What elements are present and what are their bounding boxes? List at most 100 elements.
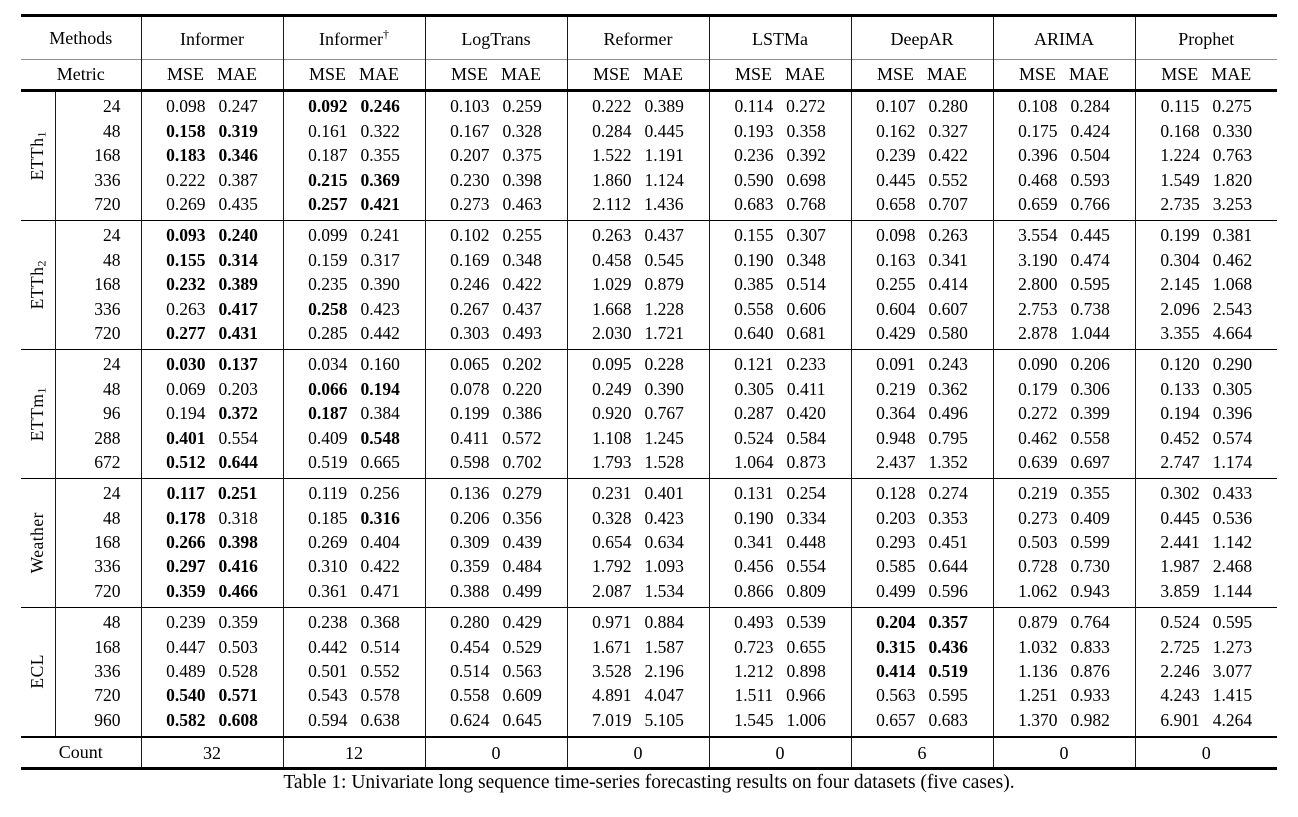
- metric-values: 0.598 0.702: [426, 453, 567, 472]
- mae-value: 0.572: [502, 427, 542, 448]
- metric-pair-header: MSE MAE: [424, 59, 567, 91]
- mae-value: 0.243: [928, 354, 968, 375]
- metric-values: 0.287 0.420: [710, 405, 851, 423]
- result-cell: 0.263 0.437: [566, 220, 709, 249]
- mae-value: 0.396: [1212, 403, 1253, 424]
- result-cell: 0.524 0.584: [708, 426, 851, 451]
- horizon-label: 24: [103, 225, 121, 246]
- mse-value: 0.361: [308, 580, 348, 601]
- mae-value: 0.474: [1070, 249, 1110, 270]
- result-cell: 0.315 0.436: [850, 635, 993, 660]
- mae-value: 0.595: [928, 685, 968, 706]
- mse-value: 0.585: [876, 556, 916, 577]
- mse-value: 0.114: [734, 96, 774, 117]
- mae-value: 0.698: [786, 169, 826, 190]
- metric-values: 0.524 0.584: [710, 429, 851, 448]
- mse-value: 0.269: [308, 532, 348, 553]
- metric-pair: MSE MAE: [852, 64, 993, 85]
- metric-values: 0.162 0.327: [852, 122, 993, 141]
- mse-value: 0.119: [308, 483, 348, 504]
- mse-header: MSE: [450, 64, 488, 84]
- mse-value: 0.103: [450, 96, 490, 117]
- mae-value: 0.644: [928, 556, 968, 577]
- metric-values: 0.302 0.433: [1136, 485, 1278, 503]
- metric-values: 0.462 0.558: [994, 429, 1135, 448]
- mae-value: 0.595: [1212, 612, 1253, 633]
- mse-value: 2.800: [1018, 274, 1058, 295]
- result-cell: 0.190 0.348: [708, 248, 851, 273]
- result-cell: 0.103 0.259: [424, 90, 567, 120]
- mae-value: 0.595: [1070, 274, 1110, 295]
- result-cell: 0.359 0.466: [140, 579, 283, 608]
- metric-values: 0.558 0.606: [710, 300, 851, 319]
- metric-values: 2.437 1.352: [852, 451, 993, 472]
- result-cell: 0.341 0.448: [708, 530, 851, 556]
- count-value: 12: [282, 736, 425, 769]
- metric-values: 2.030 1.721: [568, 324, 709, 343]
- result-cell: 0.121 0.233: [708, 349, 851, 378]
- dataset-label: ETTh2: [21, 220, 56, 350]
- horizon-label: 336: [94, 556, 121, 577]
- metric-values: 0.117 0.251: [142, 485, 283, 503]
- mse-value: 0.468: [1018, 169, 1058, 190]
- metric-values: 1.224 0.763: [1136, 147, 1278, 165]
- result-cell: 0.302 0.433: [1134, 478, 1278, 507]
- mse-value: 1.792: [592, 556, 632, 577]
- metric-values: 0.280 0.429: [426, 614, 567, 632]
- mse-value: 0.273: [450, 194, 490, 214]
- metric-values: 0.514 0.563: [426, 663, 567, 681]
- mae-value: 0.873: [786, 451, 826, 472]
- mse-value: 2.735: [1160, 194, 1200, 214]
- count-value: 0: [566, 736, 709, 769]
- result-cell: 0.235 0.390: [282, 272, 425, 298]
- mae-value: 0.665: [360, 451, 400, 472]
- result-cell: 0.065 0.202: [424, 349, 567, 378]
- result-cell: 0.091 0.243: [850, 349, 993, 378]
- metric-values: 0.458 0.545: [568, 251, 709, 270]
- mae-value: 0.768: [786, 194, 826, 214]
- mse-value: 1.064: [734, 451, 774, 472]
- mse-value: 1.522: [592, 145, 632, 166]
- metric-values: 0.303 0.493: [426, 324, 567, 343]
- mse-value: 0.269: [166, 194, 206, 214]
- mse-value: 1.987: [1160, 556, 1200, 577]
- horizon-label: 48: [103, 612, 121, 633]
- metric-values: 1.064 0.873: [710, 451, 851, 472]
- result-cell: 0.095 0.228: [566, 349, 709, 378]
- result-cell: 0.238 0.368: [282, 607, 425, 636]
- result-cell: 0.098 0.263: [850, 220, 993, 249]
- dataset-name: ETTh: [26, 137, 47, 181]
- metric-values: 0.120 0.290: [1136, 356, 1278, 374]
- mse-value: 0.280: [450, 612, 490, 633]
- mae-value: 0.241: [360, 225, 400, 246]
- mse-value: 2.437: [876, 451, 916, 472]
- mse-value: 0.190: [734, 507, 774, 528]
- result-cell: 0.093 0.240: [140, 220, 283, 249]
- metric-values: 0.133 0.305: [1136, 380, 1278, 399]
- methods-header-row: Methods Informer Informer† LogTrans Reformer…: [21, 15, 1277, 60]
- mse-value: 0.287: [734, 403, 774, 424]
- metric-values: 0.185 0.316: [284, 509, 425, 528]
- metric-values: 0.255 0.414: [852, 276, 993, 294]
- result-cell: 0.273 0.409: [992, 506, 1135, 531]
- metric-values: 0.155 0.314: [142, 251, 283, 270]
- metric-values: 0.594 0.638: [284, 711, 425, 730]
- metric-values: 0.328 0.423: [568, 509, 709, 528]
- mae-value: 0.251: [218, 483, 258, 504]
- mse-value: 0.258: [308, 298, 348, 319]
- mse-value: 0.235: [308, 274, 348, 295]
- result-cell: 2.112 1.436: [566, 192, 709, 221]
- mse-value: 0.728: [1018, 556, 1058, 577]
- result-cell: 1.064 0.873: [708, 450, 851, 479]
- result-cell: 0.078 0.220: [424, 377, 567, 402]
- mse-header: MSE: [1018, 64, 1056, 84]
- metric-values: 0.499 0.596: [852, 582, 993, 601]
- result-cell: 0.215 0.369: [282, 168, 425, 193]
- result-cell: 1.032 0.833: [992, 635, 1135, 660]
- metric-values: 2.800 0.595: [994, 276, 1135, 294]
- mse-value: 2.246: [1160, 661, 1200, 682]
- horizon-label: 960: [94, 709, 121, 730]
- metric-values: 0.452 0.574: [1136, 429, 1278, 448]
- metric-values: 0.103 0.259: [426, 98, 567, 116]
- metric-values: 7.019 5.105: [568, 711, 709, 730]
